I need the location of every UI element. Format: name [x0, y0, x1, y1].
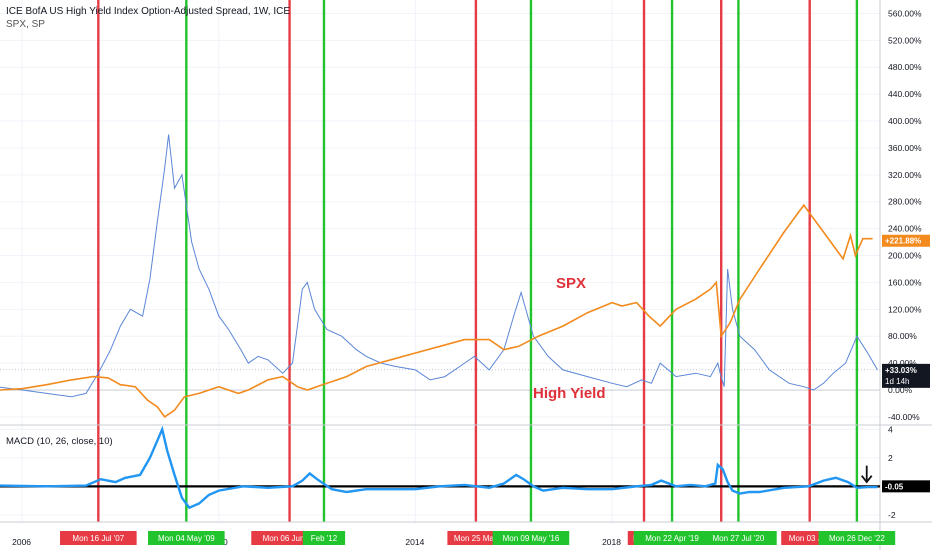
- signal-date-label-11: Mon 26 Dec '22: [829, 534, 885, 543]
- high-yield-annotation: High Yield: [533, 385, 606, 402]
- signal-date-label-2: Mon 06 Jun '11: [263, 534, 317, 543]
- y-tick-label-3: 440.00%: [888, 89, 922, 99]
- signal-label-bg-1: [148, 531, 225, 545]
- signal-label-bg-3: [302, 531, 346, 545]
- y-tick-label-8: 240.00%: [888, 224, 922, 234]
- signal-date-label-3: Feb '12: [311, 534, 338, 543]
- y-tick-label-9: 200.00%: [888, 251, 922, 261]
- y-tick-label-7: 280.00%: [888, 197, 922, 207]
- hy-countdown-badge: 1d 14h: [885, 377, 909, 386]
- hy-badge-bg: [882, 363, 930, 388]
- spx-annotation: SPX: [556, 275, 587, 292]
- signal-date-label-1: Mon 04 May '09: [158, 534, 215, 543]
- y-tick-label-11: 120.00%: [888, 304, 922, 314]
- signal-label-bg-0: [60, 531, 137, 545]
- signal-date-label-10: Mon 03 Jan: [789, 534, 831, 543]
- signal-label-bg-4: [447, 531, 505, 545]
- signal-label-bg-5: [492, 531, 570, 545]
- y-tick-label-0: 560.00%: [888, 8, 922, 18]
- macd-value-badge: -0.05: [885, 482, 904, 491]
- macd-line: [0, 425, 878, 510]
- chart-subtitle: SPX, SP: [6, 19, 45, 30]
- spx-change-badge-bg: [882, 234, 930, 247]
- spx-line: [0, 203, 873, 418]
- signal-date-label-4: Mon 25 May: [454, 534, 498, 543]
- y-tick-label-6: 320.00%: [888, 170, 922, 180]
- spx-change-badge: +221.88%: [885, 237, 921, 246]
- signal-date-label-5: Mon 09 May '16: [503, 534, 560, 543]
- y-tick-label-2: 480.00%: [888, 62, 922, 72]
- y-tick-label-1: 520.00%: [888, 35, 922, 45]
- signal-label-bg-11: [818, 531, 896, 545]
- signal-label-bg-7: [633, 531, 711, 545]
- y-tick-label-5: 360.00%: [888, 143, 922, 153]
- y-tick-label-13: 40.00%: [888, 358, 917, 368]
- signal-label-bg-9: [700, 531, 777, 545]
- signal-date-label-9: Mon 27 Jul '20: [713, 534, 765, 543]
- y-tick-label-4: 400.00%: [888, 116, 922, 126]
- high-yield-line: [0, 134, 878, 398]
- signal-date-label-7: Mon 22 Apr '19: [645, 534, 699, 543]
- arrow-head: [861, 475, 873, 484]
- x-tick-label-3: 2018: [602, 537, 621, 547]
- signal-date-label-0: Mon 16 Jul '07: [72, 534, 124, 543]
- macd-title: MACD (10, 26, close, 10): [6, 436, 113, 447]
- y-tick-label-12: 80.00%: [888, 331, 917, 341]
- y-tick-label-15: -40.00%: [888, 412, 920, 422]
- macd-y-tick-label-3: -2: [888, 510, 896, 520]
- hy-change-badge: +33.03%: [885, 366, 917, 375]
- macd-y-tick-label-1: 2: [888, 453, 893, 463]
- y-tick-label-14: 0.00%: [888, 385, 913, 395]
- macd-value-badge-bg: [882, 480, 930, 493]
- macd-y-tick-label-0: 4: [888, 424, 893, 434]
- x-tick-label-2: 2014: [405, 537, 424, 547]
- chart-title: ICE BofA US High Yield Index Option-Adju…: [6, 6, 291, 17]
- y-tick-label-10: 160.00%: [888, 277, 922, 287]
- x-tick-label-0: 2006: [12, 537, 31, 547]
